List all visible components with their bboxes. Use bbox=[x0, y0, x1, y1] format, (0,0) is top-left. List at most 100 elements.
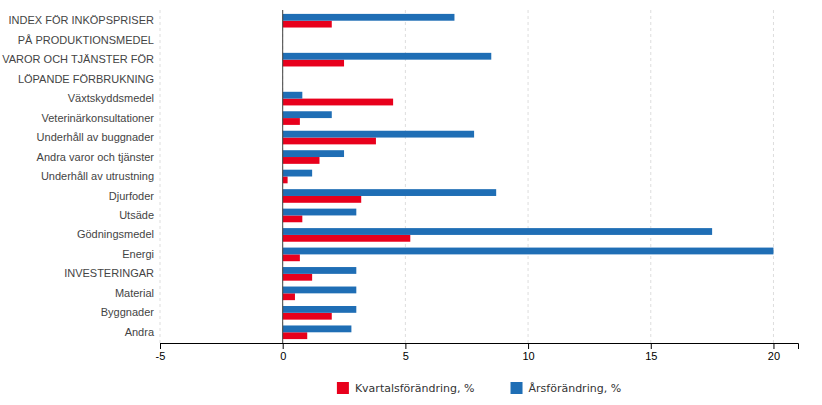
y-tick: Energi bbox=[122, 248, 154, 260]
bar bbox=[283, 209, 357, 216]
y-tick-label: VAROR OCH TJÄNSTER FÖR bbox=[2, 53, 154, 65]
y-tick-label: Växtskyddsmedel bbox=[68, 92, 154, 104]
y-tick: LÖPANDE FÖRBRUKNING bbox=[18, 73, 154, 85]
bar bbox=[283, 196, 362, 203]
bar bbox=[283, 111, 332, 118]
y-tick: Underhåll av utrustning bbox=[41, 170, 154, 182]
bar bbox=[283, 306, 357, 313]
bar bbox=[283, 332, 308, 339]
bar bbox=[283, 21, 332, 28]
x-axis-line bbox=[161, 344, 799, 350]
bar bbox=[283, 293, 295, 300]
legend-swatch bbox=[337, 382, 349, 394]
y-tick-label: Djurfoder bbox=[109, 189, 155, 201]
y-tick-label: Veterinärkonsultationer bbox=[41, 112, 154, 124]
bar bbox=[283, 138, 376, 145]
y-tick-label: Gödningsmedel bbox=[77, 228, 154, 240]
zero-line bbox=[282, 10, 283, 343]
bar bbox=[283, 170, 312, 177]
grid-line bbox=[282, 10, 283, 343]
grid-line bbox=[160, 10, 161, 343]
x-tick-mark bbox=[160, 343, 161, 349]
x-tick-label: -5 bbox=[156, 350, 166, 362]
x-tick-label: 5 bbox=[403, 350, 409, 362]
grid-line bbox=[528, 10, 529, 343]
y-tick: PÅ PRODUKTIONSMEDEL bbox=[18, 34, 154, 46]
y-tick-label: Andra bbox=[125, 326, 155, 338]
y-tick: Växtskyddsmedel bbox=[68, 92, 154, 104]
bar bbox=[283, 150, 344, 157]
bar bbox=[283, 189, 496, 196]
x-tick: 5 bbox=[403, 343, 409, 362]
chart: -5 0 5 10 15 20 INDEX FÖR INKÖPSPRISER PÅ PRODU… bbox=[0, 0, 822, 405]
y-tick: Andra varor och tjänster bbox=[37, 151, 155, 163]
x-tick-label: 0 bbox=[280, 350, 286, 362]
y-tick-label: Energi bbox=[122, 248, 154, 260]
x-tick: 15 bbox=[645, 343, 657, 362]
bar bbox=[283, 99, 393, 106]
x-tick-label: 10 bbox=[522, 350, 534, 362]
bar bbox=[283, 14, 455, 21]
legend-item: Årsförändring, % bbox=[511, 382, 622, 395]
x-axis: -5 0 5 10 15 20 bbox=[156, 343, 799, 362]
bar bbox=[283, 228, 712, 235]
y-tick: INVESTERINGAR bbox=[64, 267, 154, 279]
bar bbox=[283, 118, 300, 125]
y-tick: Andra bbox=[125, 326, 155, 338]
bar bbox=[283, 274, 312, 281]
bar bbox=[283, 92, 303, 99]
bar bbox=[283, 53, 492, 60]
bar bbox=[283, 267, 357, 274]
y-tick: VAROR OCH TJÄNSTER FÖR bbox=[2, 53, 154, 65]
x-tick-label: 20 bbox=[768, 350, 780, 362]
y-axis: INDEX FÖR INKÖPSPRISER PÅ PRODUKTIONSMEDE… bbox=[2, 14, 155, 338]
x-tick-mark bbox=[405, 343, 406, 349]
y-tick: Underhåll av buggnader bbox=[37, 131, 155, 143]
y-tick-label: Material bbox=[115, 287, 154, 299]
bar bbox=[283, 287, 357, 294]
x-tick-mark bbox=[528, 343, 529, 349]
y-tick: Byggnader bbox=[101, 306, 155, 318]
bars bbox=[283, 14, 774, 339]
legend-label: Kvartalsförändring, % bbox=[355, 382, 475, 395]
x-tick-mark bbox=[651, 343, 652, 349]
x-tick: 10 bbox=[522, 343, 534, 362]
y-tick-label: Utsäde bbox=[119, 209, 154, 221]
y-tick-label: Byggnader bbox=[101, 306, 155, 318]
grid-line bbox=[405, 10, 406, 343]
legend-item: Kvartalsförändring, % bbox=[337, 382, 475, 395]
y-tick: Utsäde bbox=[119, 209, 154, 221]
x-tick-mark bbox=[283, 343, 284, 349]
y-tick-label: Underhåll av utrustning bbox=[41, 170, 154, 182]
y-tick: Veterinärkonsultationer bbox=[41, 112, 154, 124]
x-tick-label: 15 bbox=[645, 350, 657, 362]
grid bbox=[160, 10, 773, 343]
y-tick: Djurfoder bbox=[109, 189, 155, 201]
bar bbox=[283, 248, 774, 255]
bar bbox=[283, 235, 411, 242]
y-tick-label: Underhåll av buggnader bbox=[37, 131, 155, 143]
legend: Kvartalsförändring, % Årsförändring, % bbox=[337, 382, 621, 395]
grid-line bbox=[773, 10, 774, 343]
x-tick: -5 bbox=[156, 343, 166, 362]
y-tick: Gödningsmedel bbox=[77, 228, 154, 240]
bar bbox=[283, 60, 344, 67]
y-tick-label: Andra varor och tjänster bbox=[37, 151, 155, 163]
x-tick: 0 bbox=[280, 343, 286, 362]
y-tick: Material bbox=[115, 287, 154, 299]
x-tick-mark bbox=[773, 343, 774, 349]
bar bbox=[283, 177, 288, 184]
bar bbox=[283, 313, 332, 320]
legend-swatch bbox=[511, 382, 523, 394]
y-tick-label: INVESTERINGAR bbox=[64, 267, 154, 279]
y-tick-label: LÖPANDE FÖRBRUKNING bbox=[18, 73, 154, 85]
bar bbox=[283, 215, 303, 222]
bar bbox=[283, 325, 352, 332]
x-tick: 20 bbox=[768, 343, 780, 362]
y-tick: INDEX FÖR INKÖPSPRISER bbox=[9, 14, 155, 26]
y-tick-label: INDEX FÖR INKÖPSPRISER bbox=[9, 14, 155, 26]
bar bbox=[283, 131, 474, 138]
y-tick-label: PÅ PRODUKTIONSMEDEL bbox=[18, 34, 154, 46]
legend-label: Årsförändring, % bbox=[529, 382, 622, 395]
bar bbox=[283, 254, 300, 261]
